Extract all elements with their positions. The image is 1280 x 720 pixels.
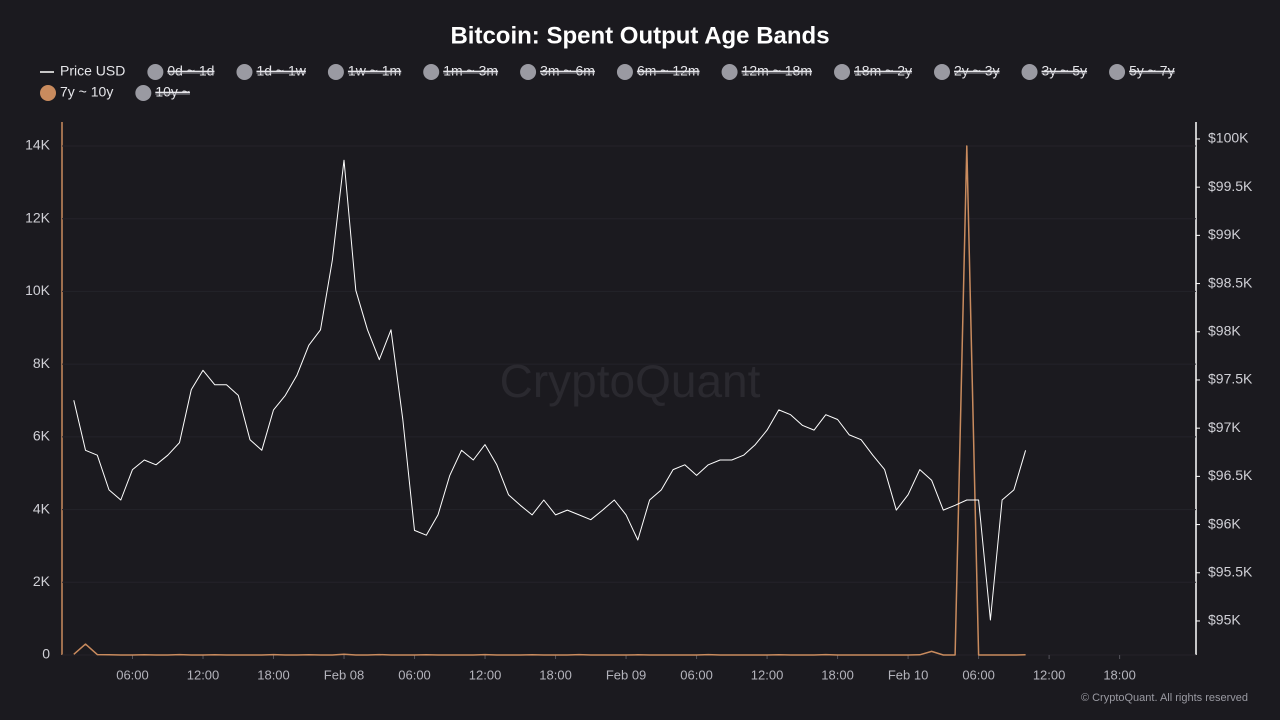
- x-tick-label: 18:00: [1103, 667, 1136, 682]
- legend-item[interactable]: 12m ~ 18m: [721, 63, 813, 80]
- y2-tick-label: $98K: [1208, 322, 1241, 338]
- legend-marker: [721, 64, 738, 80]
- x-tick-label: 12:00: [751, 667, 784, 682]
- y2-tick-label: $99.5K: [1208, 178, 1253, 194]
- y-tick-label: 6K: [33, 428, 51, 444]
- legend-marker: [520, 64, 537, 80]
- legend-marker: [327, 64, 344, 80]
- legend-marker: [135, 85, 152, 101]
- legend-label: 6m ~ 12m: [637, 63, 700, 79]
- legend-item[interactable]: 5y ~ 7y: [1109, 63, 1175, 80]
- series-line: [73, 159, 1027, 621]
- x-tick-label: 06:00: [680, 667, 713, 682]
- legend-label: 0d ~ 1d: [167, 63, 214, 79]
- legend-item[interactable]: 3y ~ 5y: [1021, 63, 1088, 80]
- legend-item[interactable]: 6m ~ 12m: [616, 63, 700, 80]
- x-tick-label: 12:00: [469, 667, 502, 682]
- y2-tick-label: $95.5K: [1208, 563, 1253, 579]
- legend-label: 12m ~ 18m: [742, 63, 812, 79]
- y2-tick-label: $98.5K: [1208, 274, 1253, 290]
- legend-item[interactable]: 2y ~ 3y: [934, 63, 1000, 80]
- legend-label: 7y ~ 10y: [60, 84, 113, 100]
- y-tick-label: 12K: [25, 209, 51, 225]
- x-tick-label: 12:00: [1033, 667, 1066, 682]
- legend-marker: [1021, 64, 1038, 80]
- legend-label: 3y ~ 5y: [1042, 63, 1088, 79]
- y2-tick-label: $99K: [1208, 226, 1241, 242]
- legend-item[interactable]: 10y ~: [135, 84, 190, 101]
- legend-item[interactable]: 3m ~ 6m: [520, 63, 595, 80]
- legend-marker: [834, 64, 851, 80]
- y-tick-label: 10K: [25, 282, 51, 298]
- legend-item[interactable]: 0d ~ 1d: [147, 63, 215, 80]
- legend-label: Price USD: [60, 63, 125, 79]
- copyright: © CryptoQuant. All rights reserved: [1081, 692, 1248, 704]
- legend-marker: [934, 64, 950, 80]
- legend-item[interactable]: 7y ~ 10y: [40, 84, 113, 101]
- legend-item[interactable]: 1w ~ 1m: [327, 63, 402, 80]
- x-tick-label: 06:00: [116, 667, 149, 682]
- legend-marker: [1109, 64, 1126, 80]
- legend-item[interactable]: 1d ~ 1w: [236, 63, 307, 80]
- x-tick-label: 06:00: [398, 667, 431, 682]
- legend-item[interactable]: 18m ~ 2y: [834, 63, 912, 80]
- y-tick-label: 14K: [25, 137, 51, 153]
- legend-marker: [147, 64, 164, 80]
- chart-title: Bitcoin: Spent Output Age Bands: [450, 22, 829, 49]
- legend-label: 1w ~ 1m: [348, 63, 401, 79]
- x-tick-label: 06:00: [962, 667, 995, 682]
- series-line: [73, 145, 1026, 656]
- x-tick-label: 18:00: [539, 667, 572, 682]
- y-tick-label: 8K: [33, 355, 51, 371]
- y2-tick-label: $95K: [1208, 612, 1241, 628]
- legend-label: 10y ~: [155, 84, 190, 100]
- legend-label: 1m ~ 3m: [443, 63, 498, 79]
- y-tick-label: 4K: [33, 500, 51, 516]
- y2-tick-label: $97.5K: [1208, 371, 1253, 387]
- legend-label: 2y ~ 3y: [954, 63, 1000, 79]
- y2-tick-label: $100K: [1208, 130, 1249, 146]
- x-tick-label: 18:00: [821, 667, 854, 682]
- legend-label: 18m ~ 2y: [854, 63, 912, 79]
- legend-marker: [236, 64, 253, 80]
- legend-label: 5y ~ 7y: [1129, 63, 1175, 79]
- y-tick-label: 2K: [33, 573, 51, 589]
- legend-item[interactable]: Price USD: [40, 63, 125, 79]
- y2-tick-label: $97K: [1208, 419, 1241, 435]
- x-tick-label: Feb 10: [888, 667, 928, 682]
- x-tick-label: 12:00: [187, 667, 220, 682]
- x-tick-label: Feb 08: [324, 667, 364, 682]
- legend-marker: [40, 85, 56, 101]
- legend-label: 1d ~ 1w: [256, 63, 306, 79]
- y2-tick-label: $96K: [1208, 515, 1241, 531]
- legend-label: 3m ~ 6m: [540, 63, 595, 79]
- legend-marker: [616, 64, 633, 80]
- legend-item[interactable]: 1m ~ 3m: [423, 63, 499, 80]
- x-tick-label: 18:00: [257, 667, 290, 682]
- watermark: CryptoQuant: [500, 355, 761, 407]
- x-tick-label: Feb 09: [606, 667, 646, 682]
- y2-tick-label: $96.5K: [1208, 467, 1253, 483]
- legend-marker: [423, 64, 440, 80]
- y-tick-label: 0: [42, 646, 50, 662]
